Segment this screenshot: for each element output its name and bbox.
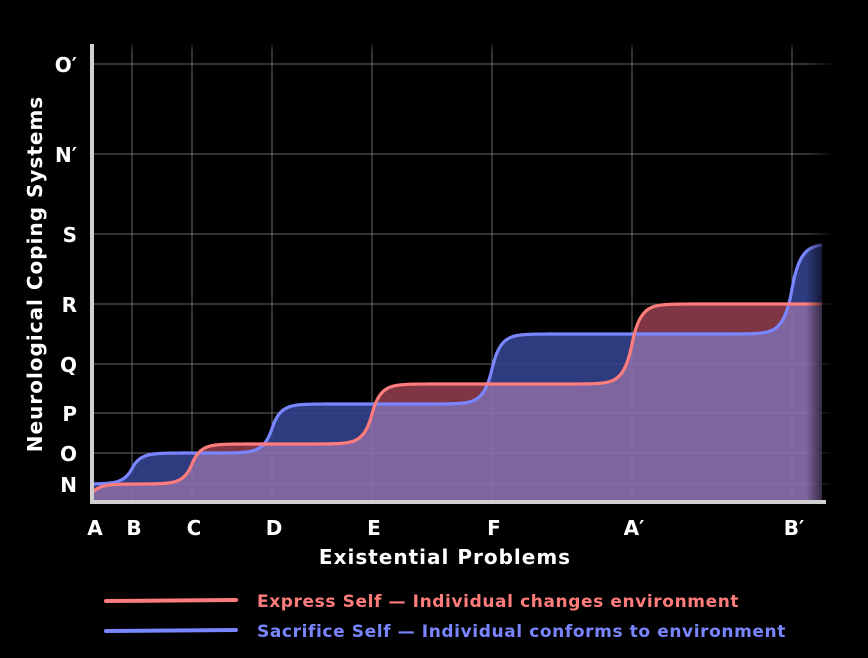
x-tick-label-7: B′ [784,516,805,540]
area-sacrifice-excess-1 [265,404,375,444]
y-tick-label-5: S [63,223,77,247]
area-common [92,304,822,502]
area-fills [92,245,822,502]
legend-label-sacrifice: Sacrifice Self — Individual conforms to … [257,622,786,642]
legend-swatch-express [104,598,238,603]
top-edge-fade [88,40,834,52]
series-line-express [90,302,823,495]
y-tick-label-4: R [62,293,77,317]
x-tick-label-4: E [367,516,381,540]
axes [90,44,826,504]
y-tick-label-0: N [60,473,77,497]
area-express-excess-2 [635,304,788,334]
series-line-sacrifice [91,243,823,486]
x-tick-label-1: B [126,516,141,540]
legend-swatch-sacrifice [104,628,238,633]
right-edge-fade [806,40,834,508]
x-tick-label-0: A [87,516,103,540]
y-tick-label-1: O [60,442,77,466]
x-tick-label-2: C [187,516,202,540]
y-tick-label-3: Q [60,353,77,377]
x-axis-title: Existential Problems [319,545,571,569]
x-tick-label-6: A′ [624,516,645,540]
x-tick-label-3: D [266,516,283,540]
y-axis-title: Neurological Coping Systems [23,96,47,452]
area-sacrifice-excess-2 [488,334,634,384]
y-tick-label-6: N′ [55,143,77,167]
y-tick-label-2: P [62,402,77,426]
tick-labels: A B C D E F A′ B′ NOP Q R S N′ O′ [55,53,805,540]
y-tick-label-7: O′ [55,53,77,77]
legend: Express Self — Individual changes enviro… [104,592,786,642]
x-tick-label-5: F [487,516,501,540]
area-express-excess-1 [376,384,487,404]
series-lines [90,243,823,495]
legend-label-express: Express Self — Individual changes enviro… [257,592,739,612]
